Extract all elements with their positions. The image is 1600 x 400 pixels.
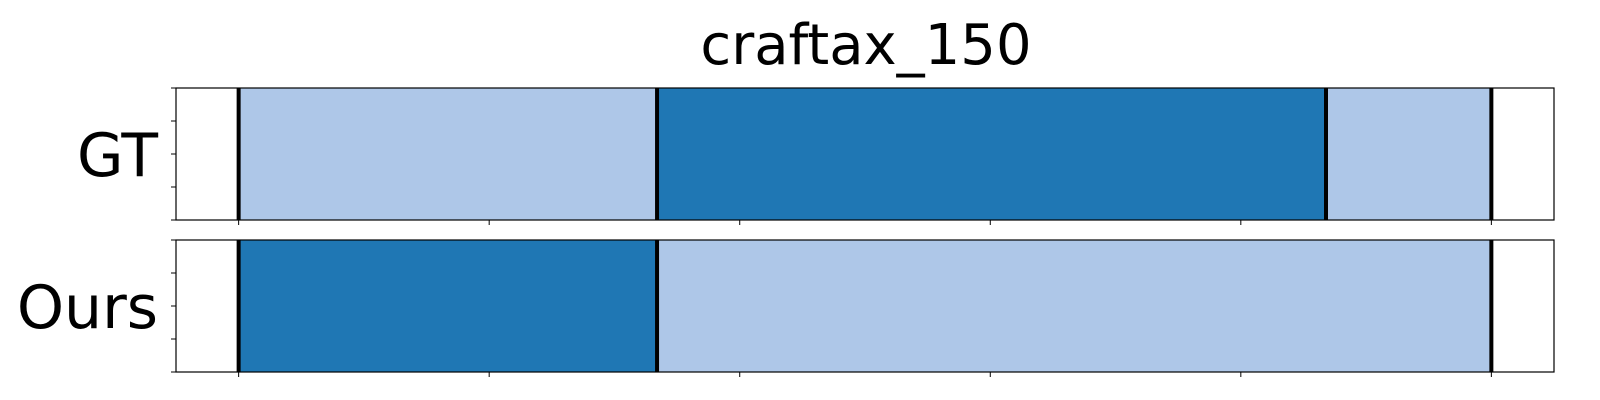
segment-gt-2 (1326, 88, 1492, 220)
segment-ours-1 (657, 240, 1492, 372)
chart-title: craftax_150 (700, 13, 1031, 78)
segment-gt-0 (238, 88, 658, 220)
segment-ours-0 (238, 240, 658, 372)
rows-group: GT Ours (17, 87, 1555, 377)
row-label-ours: Ours (17, 273, 158, 343)
segment-gt-1 (657, 88, 1327, 220)
row-label-gt: GT (77, 121, 158, 191)
